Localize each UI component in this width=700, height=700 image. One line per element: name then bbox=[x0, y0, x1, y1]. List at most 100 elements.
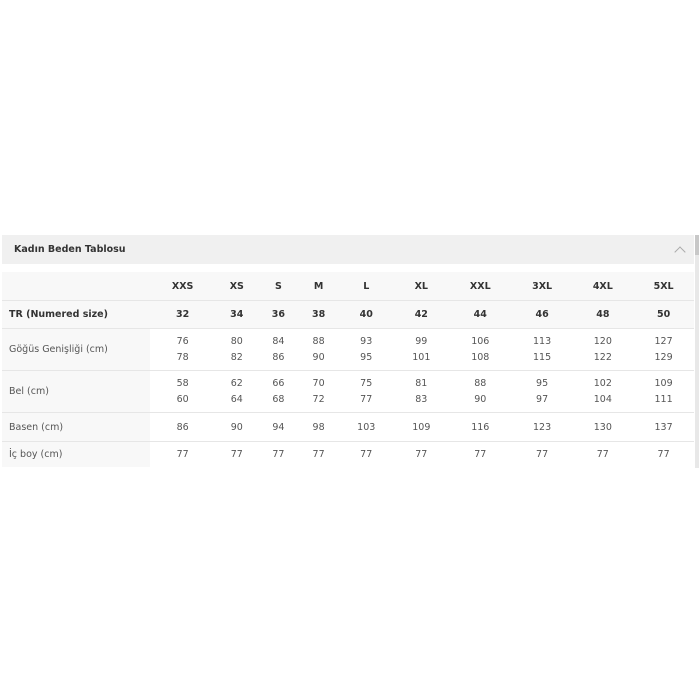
table-cell: 77 bbox=[633, 442, 694, 468]
cell-value: 77 bbox=[176, 449, 189, 460]
table-cell: 77 bbox=[258, 442, 298, 468]
cell-value: 103 bbox=[357, 421, 376, 433]
cell-value: 77 bbox=[230, 449, 243, 460]
cell-value: 116 bbox=[471, 421, 490, 433]
table-cell: 77 bbox=[394, 442, 449, 468]
table-cell: 46 bbox=[511, 300, 573, 329]
cell-value: 48 bbox=[596, 309, 610, 320]
table-row: Bel (cm) 58 60 62 64 66 68 70 72 75 77 81 83 88 90 95 97… bbox=[2, 370, 694, 413]
cell-value: 108 bbox=[471, 351, 490, 363]
cell-value: 38 bbox=[311, 309, 326, 320]
cell-value: 120 bbox=[593, 335, 612, 347]
cell-value: 81 bbox=[415, 377, 428, 389]
cell-value: 90 bbox=[312, 351, 325, 363]
row-label: Basen (cm) bbox=[2, 412, 150, 442]
cell-value: 104 bbox=[593, 393, 612, 405]
table-cell: 95 97 bbox=[511, 370, 573, 413]
cell-value: 122 bbox=[593, 351, 612, 363]
cell-value: 50 bbox=[656, 309, 671, 320]
cell-value: 82 bbox=[230, 351, 243, 363]
table-cell: 77 bbox=[512, 442, 573, 468]
table-cell: 77 bbox=[299, 442, 339, 468]
cell-value: 68 bbox=[272, 393, 285, 405]
cell-value: 70 bbox=[312, 377, 325, 389]
table-cell: 44 bbox=[448, 300, 512, 329]
size-header: S bbox=[258, 272, 299, 301]
cell-value: 127 bbox=[654, 335, 673, 347]
cell-value: 40 bbox=[359, 309, 373, 320]
table-cell: 40 bbox=[338, 300, 394, 329]
cell-value: 129 bbox=[654, 351, 673, 363]
table-row: TR (Numered size) 32 34 36 38 40 42 44 46 48 50 bbox=[2, 300, 694, 329]
scrollbar[interactable] bbox=[695, 235, 699, 468]
table-cell: 76 78 bbox=[150, 328, 216, 371]
cell-value: 66 bbox=[272, 377, 285, 389]
table-cell: 94 bbox=[258, 412, 299, 442]
table-cell: 103 bbox=[338, 412, 394, 442]
table-cell: 32 bbox=[150, 300, 216, 329]
table-cell: 77 bbox=[572, 442, 633, 468]
table-cell: 36 bbox=[258, 300, 299, 329]
cell-value: 86 bbox=[272, 351, 285, 363]
size-header: XXL bbox=[448, 272, 512, 301]
cell-value: 113 bbox=[533, 335, 552, 347]
cell-value: 77 bbox=[596, 449, 609, 460]
table-cell: 42 bbox=[393, 300, 449, 329]
cell-value: 83 bbox=[415, 393, 428, 405]
cell-value: 109 bbox=[412, 421, 431, 433]
table-cell: 127 129 bbox=[633, 328, 694, 371]
size-header: XXS bbox=[150, 272, 216, 301]
table-cell: 106 108 bbox=[448, 328, 512, 371]
table-cell: 116 bbox=[448, 412, 512, 442]
cell-value: 102 bbox=[593, 377, 612, 389]
cell-value: 58 bbox=[176, 377, 189, 389]
size-header: M bbox=[298, 272, 339, 301]
table-cell: 120 122 bbox=[572, 328, 634, 371]
table-cell: 58 60 bbox=[150, 370, 216, 413]
cell-value: 88 bbox=[474, 377, 487, 389]
accordion-header[interactable]: Kadın Beden Tablosu bbox=[2, 235, 694, 264]
cell-value: 130 bbox=[593, 421, 612, 433]
cell-value: 84 bbox=[272, 335, 285, 347]
size-header: L bbox=[338, 272, 394, 301]
cell-value: 123 bbox=[533, 421, 552, 433]
cell-value: 101 bbox=[412, 351, 431, 363]
table-cell: 34 bbox=[215, 300, 259, 329]
table-cell: 88 90 bbox=[298, 328, 339, 371]
cell-value: 109 bbox=[654, 377, 673, 389]
table-cell: 66 68 bbox=[258, 370, 299, 413]
row-label: TR (Numered size) bbox=[2, 300, 150, 329]
chevron-up-icon[interactable] bbox=[674, 246, 686, 258]
cell-value: 77 bbox=[474, 449, 487, 460]
row-label: İç boy (cm) bbox=[2, 441, 150, 467]
table-cell: 77 bbox=[449, 442, 512, 468]
cell-value: 90 bbox=[474, 393, 487, 405]
scrollbar-thumb[interactable] bbox=[695, 235, 699, 255]
cell-value: 95 bbox=[536, 377, 549, 389]
cell-value: 77 bbox=[360, 449, 373, 460]
size-header-row: XXS XS S M L XL XXL 3XL 4XL 5XL bbox=[2, 272, 694, 301]
cell-value: 64 bbox=[230, 393, 243, 405]
cell-value: 80 bbox=[230, 335, 243, 347]
table-cell: 93 95 bbox=[338, 328, 394, 371]
cell-value: 137 bbox=[654, 421, 673, 433]
table-cell: 88 90 bbox=[448, 370, 512, 413]
size-header: 4XL bbox=[572, 272, 634, 301]
table-cell: 109 bbox=[393, 412, 449, 442]
table-cell: 70 72 bbox=[298, 370, 339, 413]
cell-value: 93 bbox=[360, 335, 373, 347]
cell-value: 44 bbox=[473, 309, 487, 320]
cell-value: 72 bbox=[312, 393, 325, 405]
table-cell: 99 101 bbox=[393, 328, 449, 371]
cell-value: 75 bbox=[360, 377, 373, 389]
table-cell: 113 115 bbox=[511, 328, 573, 371]
cell-value: 86 bbox=[176, 421, 189, 433]
cell-value: 99 bbox=[415, 335, 428, 347]
table-cell: 98 bbox=[298, 412, 339, 442]
cell-value: 97 bbox=[536, 393, 549, 405]
cell-value: 32 bbox=[176, 309, 190, 320]
table-cell: 38 bbox=[298, 300, 339, 329]
size-chart-panel: Kadın Beden Tablosu bbox=[2, 235, 694, 264]
cell-value: 46 bbox=[535, 309, 549, 320]
table-cell: 75 77 bbox=[338, 370, 394, 413]
